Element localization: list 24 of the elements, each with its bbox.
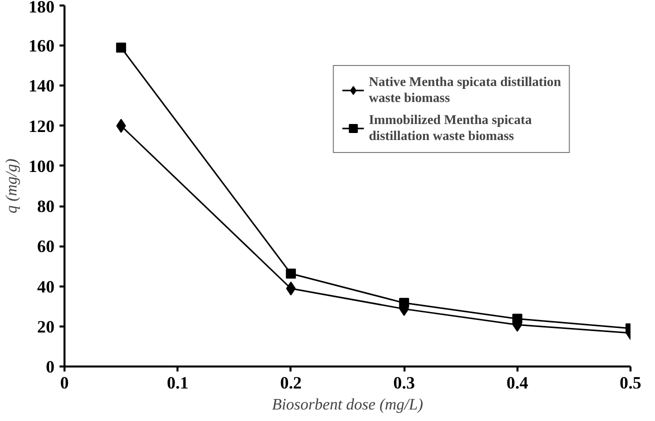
x-tick-label: 0.1 [166,374,189,392]
y-tick-label: 0 [46,358,55,376]
x-axis-title: Biosorbent dose (mg/L) [272,396,424,414]
y-axis-title: q (mg/g) [4,158,21,214]
legend-label: Immobilized Mentha spicata distillation waste biomass [368,112,532,144]
y-tick-label: 160 [28,36,55,56]
y-tick-label: 180 [28,0,55,16]
y-tick-label: 60 [37,237,54,256]
point [512,314,522,324]
y-tick-label: 120 [28,116,55,136]
x-tick-label: 0.4 [506,374,528,392]
x-tick-label: 0.3 [393,374,416,392]
x-tick-label: 0 [60,374,69,392]
point [286,268,296,279]
legend-label: Native Mentha spicata distillation waste biomass [368,74,561,106]
y-tick-label: 40 [37,277,54,296]
y-tick-label: 20 [37,317,54,336]
x-tick-label: 0.5 [620,374,642,392]
point [116,42,126,53]
y-tick-label: 140 [28,76,55,96]
x-tick-label: 0.2 [280,374,302,392]
y-tick-label: 80 [37,197,54,216]
point [399,298,410,308]
y-tick-label: 100 [28,156,55,176]
